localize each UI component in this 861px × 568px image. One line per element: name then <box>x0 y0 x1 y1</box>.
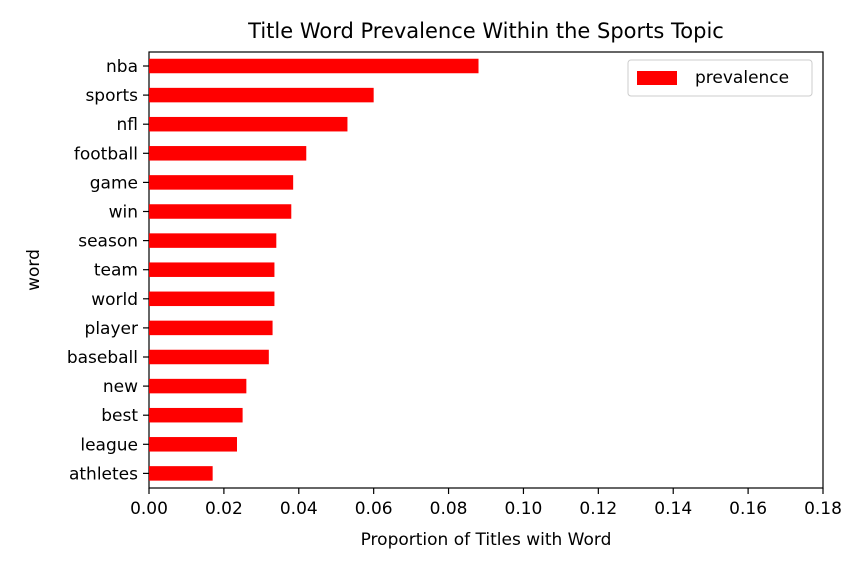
y-tick-label: player <box>85 319 138 339</box>
legend-box <box>627 59 813 97</box>
bar-league <box>149 437 237 452</box>
bar-win <box>149 204 292 219</box>
y-tick-label: sports <box>85 86 138 106</box>
legend-swatch <box>637 71 677 85</box>
bar-nfl <box>149 116 348 132</box>
x-tick-label: 0.04 <box>280 499 318 519</box>
x-axis-ticks: 0.00 0.02 0.04 0.06 0.08 0.10 0.12 0.14 0.16 0.18 <box>130 488 842 519</box>
bar-new <box>149 378 247 394</box>
y-tick-label: team <box>94 261 138 281</box>
y-tick-label: game <box>90 173 138 193</box>
y-tick-label: nba <box>106 57 138 77</box>
bar-game <box>149 175 294 190</box>
y-tick-label: athletes <box>69 464 138 484</box>
y-tick-label: football <box>74 144 138 164</box>
y-tick-label: world <box>91 290 138 310</box>
bars <box>149 58 479 481</box>
y-tick-label: season <box>78 232 138 252</box>
bar-season <box>149 233 277 248</box>
bar-football <box>149 146 307 161</box>
bar-athletes <box>149 466 213 481</box>
y-axis-label: word <box>24 249 44 291</box>
bar-team <box>149 262 275 277</box>
y-tick-label: new <box>103 377 138 397</box>
bar-sports <box>149 87 374 103</box>
x-tick-label: 0.02 <box>205 499 243 519</box>
y-tick-label: league <box>80 435 138 455</box>
y-tick-label: best <box>101 406 138 426</box>
legend-label: prevalence <box>695 68 789 88</box>
x-tick-label: 0.12 <box>579 499 617 519</box>
plot-area: nba sports nfl football game win season team wor… <box>67 51 842 519</box>
y-tick-label: win <box>109 203 138 223</box>
bar-nba <box>149 58 479 74</box>
legend: prevalence <box>627 59 813 97</box>
x-tick-label: 0.14 <box>654 499 692 519</box>
x-tick-label: 0.06 <box>355 499 393 519</box>
x-tick-label: 0.10 <box>505 499 543 519</box>
y-tick-label: baseball <box>67 348 138 368</box>
y-axis-ticks: nba sports nfl football game win season team wor… <box>67 57 149 484</box>
x-tick-label: 0.18 <box>804 499 842 519</box>
chart-title: Title Word Prevalence Within the Sports … <box>247 19 724 43</box>
x-axis-label: Proportion of Titles with Word <box>361 530 612 550</box>
y-tick-label: nfl <box>117 115 138 135</box>
x-tick-label: 0.08 <box>430 499 468 519</box>
bar-world <box>149 291 275 307</box>
bar-player <box>149 320 273 336</box>
x-tick-label: 0.16 <box>729 499 767 519</box>
x-tick-label: 0.00 <box>130 499 168 519</box>
bar-baseball <box>149 349 269 365</box>
bar-best <box>149 407 243 423</box>
